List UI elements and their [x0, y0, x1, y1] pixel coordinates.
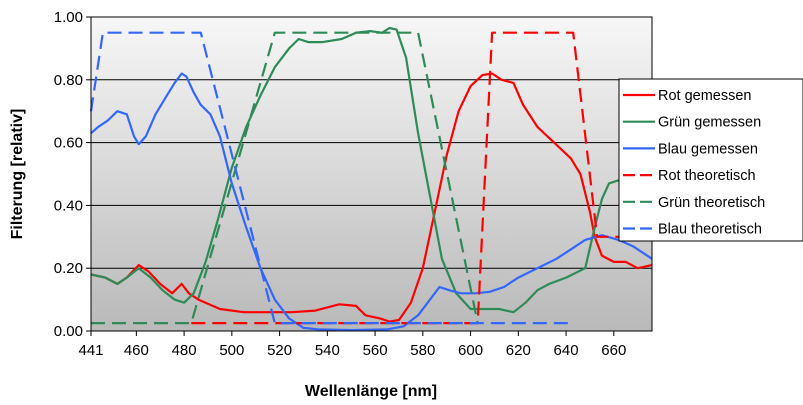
x-tick-label: 460 — [124, 342, 149, 359]
series-line-gruen-gemessen — [90, 26, 627, 314]
series-line-gruen-theoretisch — [91, 31, 479, 325]
x-tick-label: 500 — [219, 342, 244, 359]
x-tick-label: 600 — [458, 342, 483, 359]
legend: Rot gemessen Grün gemessen Blau gemessen Ro… — [618, 78, 803, 242]
x-tick-label: 480 — [172, 342, 197, 359]
y-tick-label: 0.40 — [54, 197, 83, 214]
x-tick-labels: 441 460 480 500 520 540 560 580 600 620 640 660 — [78, 342, 626, 359]
legend-label-gruen-gemessen: Grün gemessen — [658, 115, 761, 131]
x-tick-label: 540 — [315, 342, 340, 359]
x-tick-label: 660 — [601, 342, 626, 359]
x-tick-label: 520 — [267, 342, 292, 359]
series-line-blau-theoretisch — [89, 31, 574, 325]
series-lines — [89, 26, 653, 332]
y-tick-labels: 0.00 0.20 0.40 0.60 0.80 1.00 — [54, 9, 83, 340]
x-tick-label: 560 — [363, 342, 388, 359]
legend-label-rot-theoretisch: Rot theoretisch — [658, 168, 756, 184]
legend-label-blau-theoretisch: Blau theoretisch — [658, 222, 762, 238]
x-axis-label: Wellenlänge [nm] — [305, 383, 437, 400]
y-tick-label: 0.60 — [54, 135, 83, 152]
y-tick-label: 0.80 — [54, 72, 83, 89]
legend-box — [618, 78, 803, 242]
x-tick-label: 441 — [78, 342, 103, 359]
legend-label-gruen-theoretisch: Grün theoretisch — [658, 195, 765, 211]
plot-area — [91, 17, 652, 331]
series-line-rot-gemessen — [90, 72, 653, 323]
y-tick-label: 1.00 — [54, 9, 83, 26]
x-tick-label: 620 — [506, 342, 531, 359]
legend-label-rot-gemessen: Rot gemessen — [658, 88, 752, 104]
x-tick-label: 580 — [410, 342, 435, 359]
legend-label-blau-gemessen: Blau gemessen — [658, 141, 758, 157]
x-tick-label: 640 — [554, 342, 579, 359]
y-tick-label: 0.00 — [54, 323, 83, 340]
y-axis-label: Filterung [relativ] — [9, 109, 26, 240]
y-tick-label: 0.20 — [54, 260, 83, 277]
